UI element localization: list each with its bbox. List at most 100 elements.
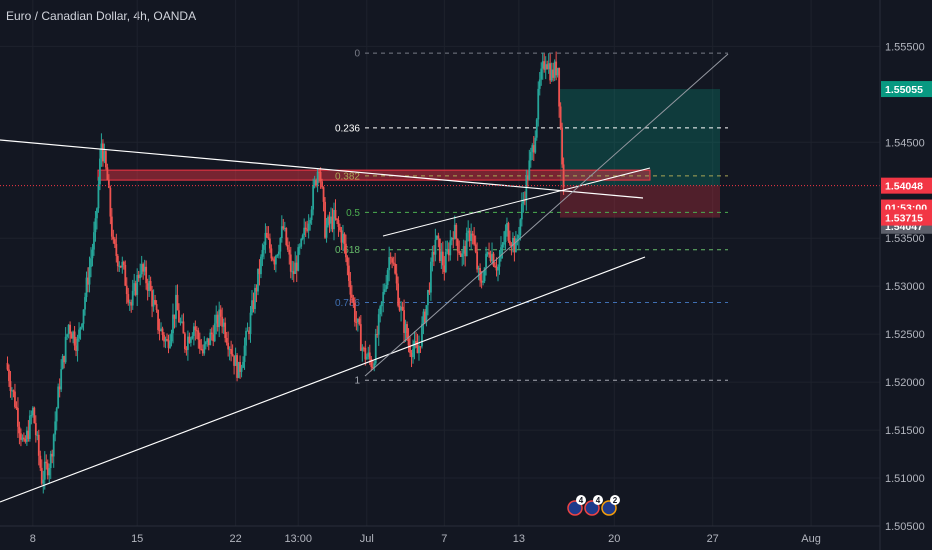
candle-body [34,423,37,436]
candle-body [474,244,477,252]
candle-body [169,341,171,348]
candle-body [543,61,546,70]
price-tag-label: 1.53715 [885,213,923,225]
candle-body [447,249,450,256]
time-tick-label: 13:00 [284,533,312,545]
candle-body [492,253,495,266]
candle-body [319,171,322,182]
candle-body [224,322,227,338]
price-tag [881,209,932,226]
time-tick-label: 20 [608,533,620,545]
candle-body [346,257,349,266]
time-tick-label: 22 [229,533,241,545]
candle-body [40,467,43,484]
candle-body [166,339,168,341]
candle-body [562,164,565,188]
candle-body [128,302,131,304]
candle-body [485,253,487,268]
price-axis[interactable]: 1.55500 1.54500 1.53500 1.53000 1.52500 1.520… [879,0,932,550]
candle-body [364,347,367,360]
candle-body [237,361,240,378]
candle-body [453,224,456,239]
candle-body [282,226,285,229]
candle-body [70,333,73,339]
candle-body [148,281,151,291]
candle-body [334,209,337,219]
candle-body [119,265,122,268]
candle-body [288,249,291,255]
candle-body [118,265,121,267]
candle-body [18,426,21,434]
candle-body [140,264,143,275]
candle-body [514,238,517,253]
candle-body [339,226,341,231]
event-count-label: 2 [613,496,618,505]
candle-body [550,69,553,81]
candle-body [121,261,124,268]
candle-body [178,310,180,323]
candle-body [36,434,39,436]
candle-body [42,479,45,484]
candle-body [356,318,359,322]
candle-body [170,333,173,342]
candle-body [137,275,140,279]
candle-body [173,314,176,319]
candle-body [336,218,338,221]
candle-body [412,349,414,358]
fib-level-label: 0 [354,49,360,60]
candle-body [544,64,547,70]
candle-body [107,180,110,188]
candle-body [179,321,182,323]
candle-body [274,255,277,265]
candle-body [526,175,529,180]
candle-body [446,249,449,252]
candle-body [380,301,383,307]
candle-body [512,237,514,247]
candle-body [273,259,276,265]
candle-body [21,437,24,440]
price-tag [881,81,932,98]
candle-body [263,244,265,250]
fib-level-label: 0.618 [335,245,360,256]
candle-body [213,323,216,342]
candle-body [283,227,286,229]
candle-body [434,239,437,255]
price-tag-label: 1.54048 [885,181,923,193]
candle-body [225,337,228,343]
candle-body [60,369,63,390]
candle-body [416,345,419,354]
candle-body [379,306,382,315]
candle-body [394,263,397,274]
trendlines [0,53,880,503]
candle-body [242,361,244,368]
candle-body [63,355,66,363]
candle-body [424,311,426,323]
candle-body [349,280,352,295]
candle-body [528,160,531,180]
candle-body [82,309,85,324]
grid [0,0,880,527]
event-badges[interactable]: 4 4 2 [567,495,620,516]
candle-body [116,255,119,267]
candle-body [164,339,167,342]
candle-body [395,273,398,284]
candle-body [43,461,46,480]
time-axis[interactable]: 8 15 22 13:00 Jul 7 13 20 27 Aug [0,525,880,545]
candle-body [422,311,425,324]
candle-body [295,262,298,271]
candle-body [468,230,471,241]
candle-body [404,324,407,333]
event-icon [567,500,583,516]
candle-body [389,257,392,259]
candle-body [438,238,441,261]
time-tick-label: Aug [801,533,821,545]
candle-body [538,79,541,89]
candle-body [133,283,136,291]
candle-body [252,300,255,310]
candle-body [48,468,51,476]
candle-body [300,238,303,247]
candle-body [271,258,274,260]
candle-body [494,265,496,268]
candle-body [155,304,158,310]
